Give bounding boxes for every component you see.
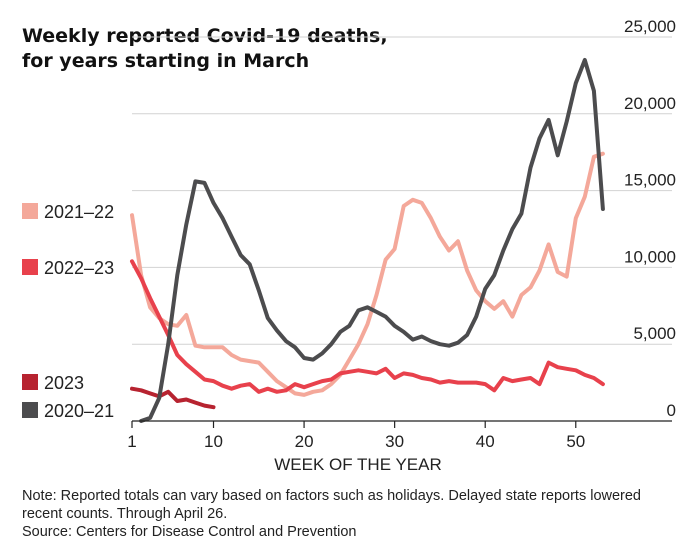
y-tick-label: 20,000 — [624, 94, 676, 113]
x-tick-label: 50 — [566, 432, 585, 451]
y-tick-label: 0 — [667, 401, 676, 420]
series-line-0 — [130, 151, 605, 397]
legend-label: 2021–22 — [44, 202, 114, 222]
chart-title-line-2: for years starting in March — [22, 50, 310, 72]
y-axis-tick-labels: 0 5,000 10,000 15,000 20,000 25,000 — [624, 17, 676, 420]
series-line-3 — [139, 58, 605, 423]
y-tick-label: 25,000 — [624, 17, 676, 36]
x-tick-label: 30 — [385, 432, 404, 451]
legend-swatch — [22, 203, 38, 219]
footnote: Note: Reported totals can vary based on … — [22, 487, 672, 541]
legend-label: 2020–21 — [44, 401, 114, 421]
y-tick-label: 15,000 — [624, 171, 676, 190]
legend-swatch — [22, 402, 38, 418]
legend-label: 2022–23 — [44, 258, 114, 278]
legend-swatch — [22, 259, 38, 275]
y-tick-label: 5,000 — [633, 324, 676, 343]
series-line-2 — [130, 386, 216, 410]
x-tick-label: 10 — [204, 432, 223, 451]
x-tick-label: 40 — [476, 432, 495, 451]
chart-title: Weekly reported Covid-19 deaths, for yea… — [22, 24, 388, 74]
legend-swatch — [22, 374, 38, 390]
legend-label: 2023 — [44, 373, 84, 393]
x-tick-label: 1 — [127, 432, 136, 451]
x-tick-label: 20 — [295, 432, 314, 451]
line-chart: 0 5,000 10,000 15,000 20,000 25,000 1 10 20 30 40… — [22, 17, 676, 474]
y-tick-label: 10,000 — [624, 247, 676, 266]
series-line-1 — [130, 259, 605, 394]
legend: 2021–22 2022–23 2023 2020–21 — [22, 202, 114, 421]
series-lines — [130, 58, 605, 423]
gridlines — [132, 36, 672, 345]
source-text: Source: Centers for Disease Control and … — [22, 524, 357, 540]
chart-title-line-1: Weekly reported Covid-19 deaths, — [22, 25, 388, 47]
x-axis-label: WEEK OF THE YEAR — [274, 455, 442, 474]
x-axis: 1 10 20 30 40 50 — [127, 420, 672, 451]
note-text: Note: Reported totals can vary based on … — [22, 488, 641, 522]
